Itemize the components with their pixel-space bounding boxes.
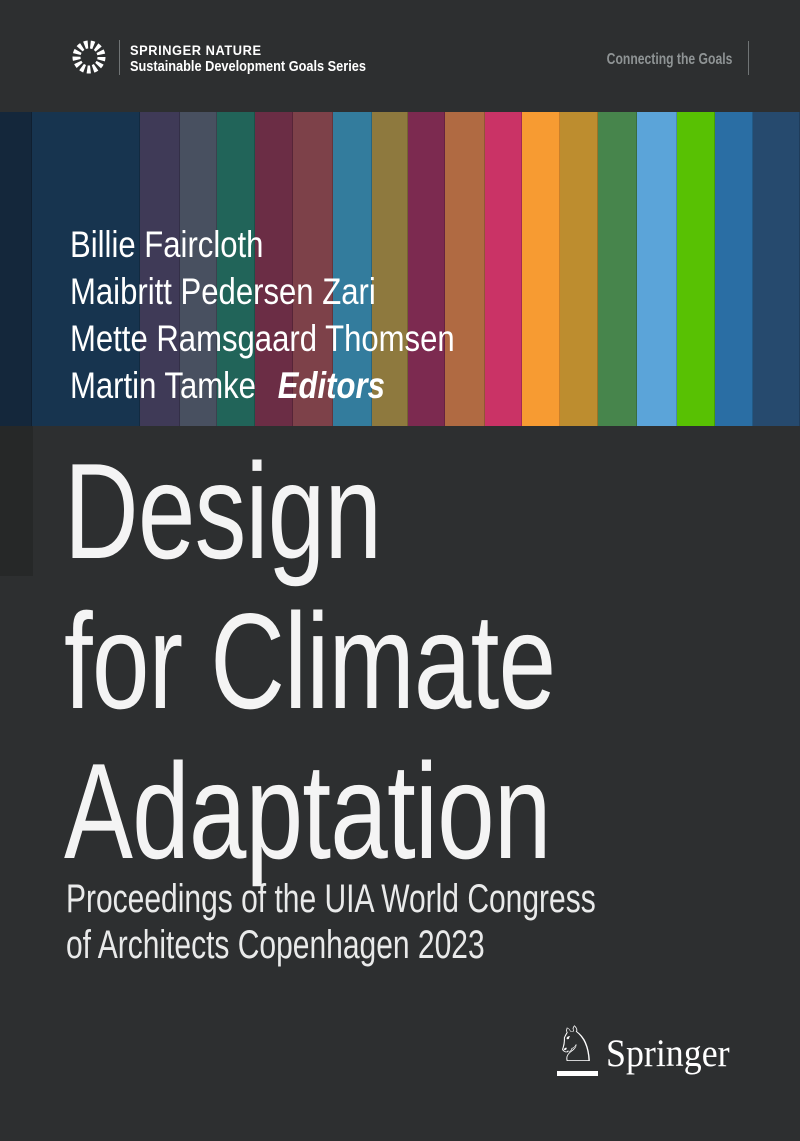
sdg-stripe	[560, 112, 598, 426]
series-name: Sustainable Development Goals Series	[130, 58, 366, 75]
left-edge-shadow	[0, 426, 33, 576]
series-tagline: Connecting the Goals	[606, 51, 732, 68]
title-line: Adaptation	[64, 735, 551, 887]
sdg-stripe	[677, 112, 715, 426]
sdg-stripe	[140, 112, 180, 426]
sdg-stripe	[255, 112, 293, 426]
editor-name: Martin Tamke	[70, 365, 256, 406]
title-line: for Climate	[64, 585, 556, 737]
springer-knight-underline	[557, 1071, 598, 1076]
editor-name: Maibritt Pedersen Zari	[70, 271, 376, 312]
sdg-stripe	[753, 112, 800, 426]
title-line: Design	[64, 435, 382, 587]
sdg-stripe	[217, 112, 255, 426]
header-divider-right	[748, 41, 749, 75]
sdg-stripe	[715, 112, 753, 426]
sdg-stripe	[293, 112, 333, 426]
subtitle-line: of Architects Copenhagen 2023	[66, 923, 485, 967]
sdg-stripe	[180, 112, 217, 426]
sdg-stripe	[522, 112, 560, 426]
sdg-stripe	[0, 112, 32, 426]
sdg-stripe	[333, 112, 372, 426]
sdg-stripe	[408, 112, 445, 426]
publisher-brand: SPRINGER NATURE	[130, 43, 262, 58]
editors-label: Editors	[277, 365, 385, 406]
header-divider-left	[119, 40, 120, 75]
editor-name-last-line: Martin Tamke Editors	[70, 362, 455, 409]
sdg-stripe	[445, 112, 485, 426]
sdg-stripe	[598, 112, 637, 426]
book-subtitle: Proceedings of the UIA World Congress of…	[66, 876, 596, 968]
springer-knight-icon: ♘	[554, 1016, 598, 1073]
sdg-stripe	[637, 112, 677, 426]
sdg-stripe	[485, 112, 522, 426]
sdg-stripe	[32, 112, 140, 426]
sdg-stripe-band	[0, 112, 800, 426]
editor-name: Mette Ramsgaard Thomsen	[70, 318, 455, 359]
subtitle-line: Proceedings of the UIA World Congress	[66, 877, 596, 921]
sdg-stripe	[372, 112, 408, 426]
springer-nature-ring-icon	[71, 39, 107, 75]
editor-name: Billie Faircloth	[70, 224, 264, 265]
book-title: Design for Climate Adaptation	[64, 435, 556, 887]
editors-block: Billie Faircloth Maibritt Pedersen Zari …	[70, 221, 455, 409]
springer-wordmark: Springer	[606, 1032, 730, 1075]
